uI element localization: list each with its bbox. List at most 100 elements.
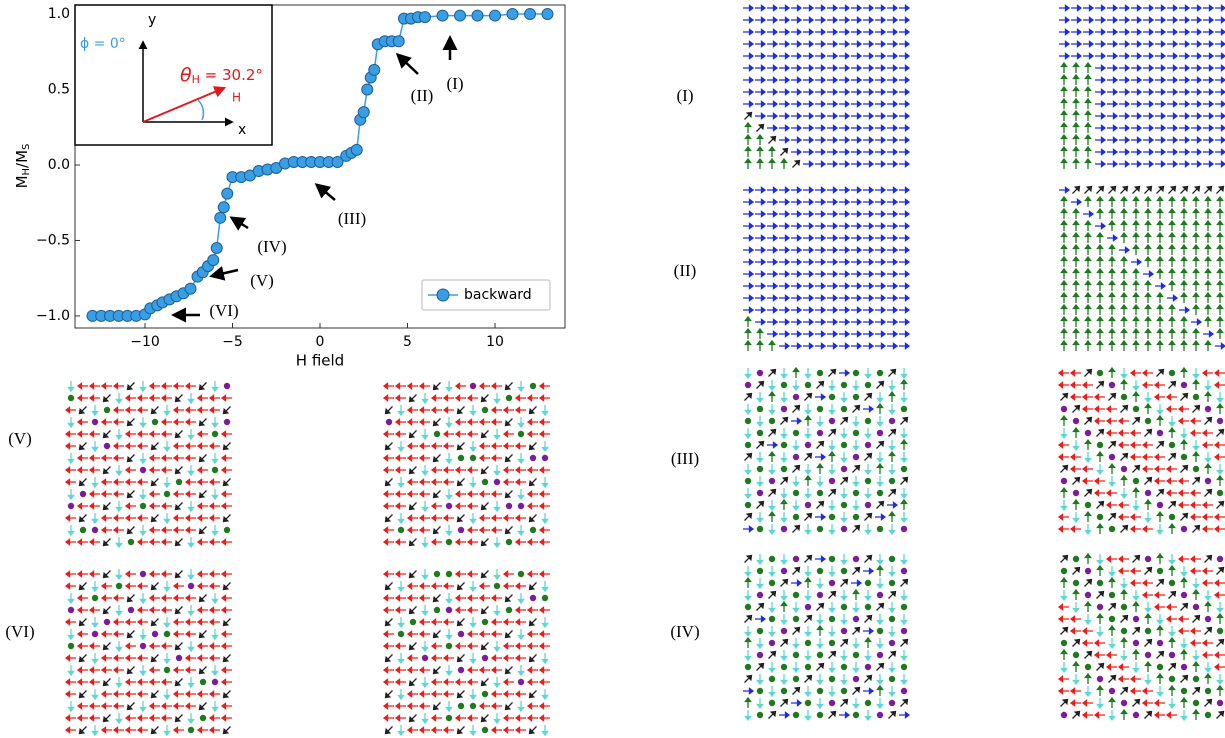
spin-arrow xyxy=(514,618,526,626)
spin-arrow xyxy=(1096,231,1104,243)
spin-arrow xyxy=(888,510,896,522)
spin-arrow xyxy=(1069,699,1081,707)
spin-dot xyxy=(1216,699,1224,707)
spin-arrow xyxy=(864,428,872,440)
spin-arrow xyxy=(1216,231,1224,243)
spin-arrow xyxy=(1204,662,1212,674)
spin-arrow xyxy=(1203,124,1215,132)
spin-dot xyxy=(840,603,848,611)
spin-arrow xyxy=(196,466,208,474)
spin-arrow xyxy=(780,600,788,612)
spin-arrow xyxy=(888,590,897,599)
spin-dot xyxy=(529,382,537,390)
spin-arrow xyxy=(780,512,788,524)
spin-arrow xyxy=(1155,4,1167,12)
spin-arrow xyxy=(115,713,123,725)
spin-arrow xyxy=(876,564,884,576)
spin-arrow xyxy=(900,590,908,602)
spin-arrow xyxy=(840,590,848,602)
spin-arrow xyxy=(1060,648,1068,660)
spin-arrow xyxy=(88,382,100,390)
spin-arrow xyxy=(430,678,442,686)
spin-arrow xyxy=(1179,160,1191,168)
spin-arrow xyxy=(222,654,231,663)
spin-arrow xyxy=(875,28,887,36)
spin-arrow xyxy=(78,726,87,735)
spin-arrow xyxy=(1120,255,1128,267)
spin-arrow xyxy=(1201,525,1213,533)
spin-arrow xyxy=(1165,393,1177,401)
spin-arrow xyxy=(538,490,550,498)
spin-dot xyxy=(469,702,477,710)
spin-arrow xyxy=(541,441,549,453)
spin-arrow xyxy=(382,678,394,686)
spin-arrow xyxy=(1204,339,1212,351)
spin-arrow xyxy=(150,582,159,591)
spin-arrow xyxy=(1179,124,1191,132)
spin-arrow xyxy=(382,714,394,722)
spin-arrow xyxy=(1179,40,1191,48)
spin-arrow xyxy=(1060,339,1068,351)
spin-arrow xyxy=(493,501,501,513)
spin-arrow xyxy=(792,476,800,488)
spin-arrow xyxy=(394,570,406,578)
spin-arrow xyxy=(743,64,755,72)
spin-dot xyxy=(828,699,836,707)
spin-arrow xyxy=(1117,675,1129,683)
spin-arrow xyxy=(139,381,147,393)
spin-arrow xyxy=(780,452,788,464)
spin-arrow xyxy=(1129,513,1141,521)
spin-arrow xyxy=(1120,291,1128,303)
spin-arrow xyxy=(1180,315,1188,327)
spin-arrow xyxy=(1095,88,1107,96)
spin-arrow xyxy=(163,581,171,593)
spin-arrow xyxy=(67,453,75,465)
spin-arrow xyxy=(541,405,549,417)
spin-arrow xyxy=(1167,76,1179,84)
spin-arrow xyxy=(504,702,513,711)
spin-arrow xyxy=(124,726,136,734)
spin-arrow xyxy=(875,52,887,60)
spin-dot xyxy=(163,666,171,674)
spin-arrow xyxy=(1141,369,1153,377)
spin-arrow xyxy=(1215,88,1225,96)
spin-arrow xyxy=(1096,684,1104,696)
spin-arrow xyxy=(504,630,513,639)
spin-arrow xyxy=(863,88,875,96)
spin-arrow xyxy=(744,710,752,722)
x-tick-label: −5 xyxy=(222,334,243,350)
spin-arrow xyxy=(851,112,863,120)
spin-arrow xyxy=(384,690,393,699)
spin-arrow xyxy=(538,714,550,722)
spin-arrow xyxy=(382,702,394,710)
spin-arrow xyxy=(466,430,478,438)
spin-arrow xyxy=(1105,663,1117,671)
spin-arrow xyxy=(852,662,860,674)
spin-arrow xyxy=(887,124,899,132)
spin-arrow xyxy=(1168,195,1176,207)
spin-arrow xyxy=(78,478,87,487)
spin-arrow xyxy=(1180,255,1188,267)
spin-arrow xyxy=(1143,28,1155,36)
spin-arrow xyxy=(382,490,394,498)
spin-dot xyxy=(780,627,788,635)
spin-arrow xyxy=(1057,381,1069,389)
spin-arrow xyxy=(780,614,788,626)
spin-arrow xyxy=(827,100,839,108)
spin-dot xyxy=(756,405,764,413)
spin-dot xyxy=(1180,453,1188,461)
spin-arrow xyxy=(1107,64,1119,72)
spin-arrow xyxy=(1144,674,1152,686)
spin-arrow xyxy=(196,618,208,626)
spin-arrow xyxy=(184,654,196,662)
spin-arrow xyxy=(792,404,801,413)
spin-arrow xyxy=(1095,28,1107,36)
spin-arrow xyxy=(767,441,779,449)
spin-arrow xyxy=(767,40,779,48)
spin-arrow xyxy=(1144,315,1152,327)
spin-arrow xyxy=(64,582,76,590)
spin-arrow xyxy=(196,478,208,486)
spin-arrow xyxy=(755,318,767,326)
spin-arrow xyxy=(100,666,112,674)
spin-arrow xyxy=(430,514,442,522)
